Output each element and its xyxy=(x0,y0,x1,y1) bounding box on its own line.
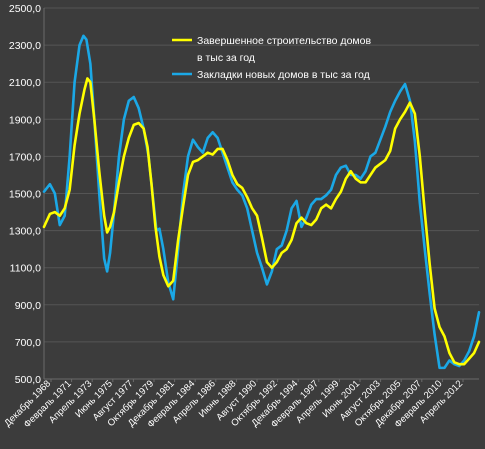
legend-item: Завершенное строительство домов в тыс за … xyxy=(172,35,371,64)
y-tick-label: 1700,0 xyxy=(9,151,41,163)
y-tick-label: 1900,0 xyxy=(9,114,41,126)
y-tick-label: 1300,0 xyxy=(9,226,41,238)
series-completions xyxy=(42,77,481,366)
series-line xyxy=(42,77,481,366)
legend-label: в тыс за год xyxy=(197,52,255,64)
y-tick-label: 2300,0 xyxy=(9,40,41,52)
y-tick-label: 1100,0 xyxy=(10,263,41,275)
data-series xyxy=(42,34,481,370)
y-axis-tick-labels: 500,0 700,0 900,0 1100,0 1300,0 1500,0 1700,0 1… xyxy=(9,3,41,386)
series-starts xyxy=(42,34,481,370)
series-line xyxy=(42,34,481,370)
y-tick-label: 2100,0 xyxy=(9,77,41,89)
legend: Завершенное строительство домов в тыс за … xyxy=(172,35,371,81)
legend-label: Закладки новых домов в тыс за год xyxy=(197,69,370,81)
y-tick-label: 700,0 xyxy=(15,337,41,349)
y-tick-label: 2500,0 xyxy=(9,3,41,15)
y-tick-label: 1500,0 xyxy=(9,189,41,201)
y-tick-label: 900,0 xyxy=(15,300,41,312)
legend-item: Закладки новых домов в тыс за год xyxy=(172,69,370,81)
legend-label: Завершенное строительство домов xyxy=(197,35,371,47)
y-tick-label: 500,0 xyxy=(15,374,41,386)
gridlines xyxy=(43,7,479,382)
